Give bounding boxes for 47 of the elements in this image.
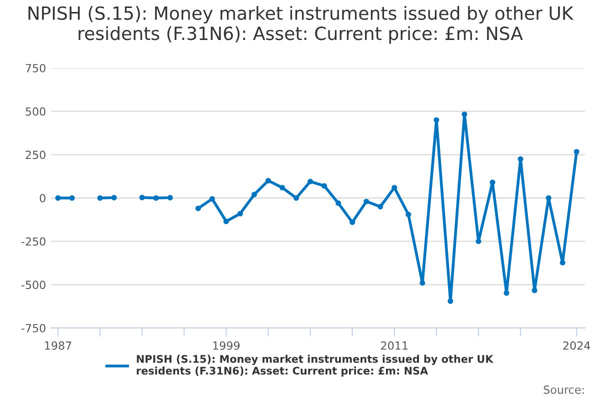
x-tick-label: 2011 (381, 341, 408, 350)
point (279, 184, 286, 190)
point (69, 195, 75, 201)
y-tick-label: -250 (21, 237, 46, 246)
point (490, 180, 496, 186)
point (237, 210, 243, 216)
chart-title: NPISH (S.15): Money market instruments issued by other UK residents (F.31N6): Asset: Current price: £m: NSA (28, 6, 574, 44)
y-tick-label: 0 (40, 194, 46, 202)
point (364, 198, 370, 204)
point (153, 195, 159, 201)
point (448, 298, 454, 304)
point (223, 218, 229, 224)
point (378, 204, 384, 210)
point (209, 196, 215, 202)
point (420, 280, 426, 286)
point (350, 219, 356, 226)
point (265, 178, 272, 184)
point (308, 178, 314, 184)
point (546, 195, 552, 201)
y-tick-label: 250 (26, 150, 46, 160)
point (139, 194, 145, 200)
point (195, 206, 201, 212)
point (55, 195, 61, 201)
point (322, 183, 328, 189)
point (167, 194, 173, 200)
point (434, 117, 440, 123)
x-tick-label: 1999 (213, 341, 240, 350)
point (518, 156, 524, 162)
x-tick-label: 1987 (45, 341, 72, 350)
x-tick-label: 2024 (563, 341, 590, 350)
y-tick-label: 750 (26, 64, 46, 72)
point (97, 195, 103, 201)
source-note: Source: (544, 385, 584, 394)
point (293, 195, 300, 201)
point (392, 184, 398, 190)
point (336, 200, 342, 206)
legend-label: NPISH (S.15): Money market instruments issued by other UK residents (F.31N6): Asset: Current price: £m: NSA (136, 354, 494, 377)
point (111, 194, 117, 200)
point (574, 148, 580, 154)
y-tick-label: -500 (21, 280, 46, 290)
point (504, 290, 510, 296)
point (251, 192, 258, 198)
point (532, 288, 538, 294)
point (406, 212, 412, 218)
y-tick-label: -750 (21, 324, 46, 332)
point (476, 238, 482, 244)
y-tick-label: 500 (26, 107, 46, 116)
